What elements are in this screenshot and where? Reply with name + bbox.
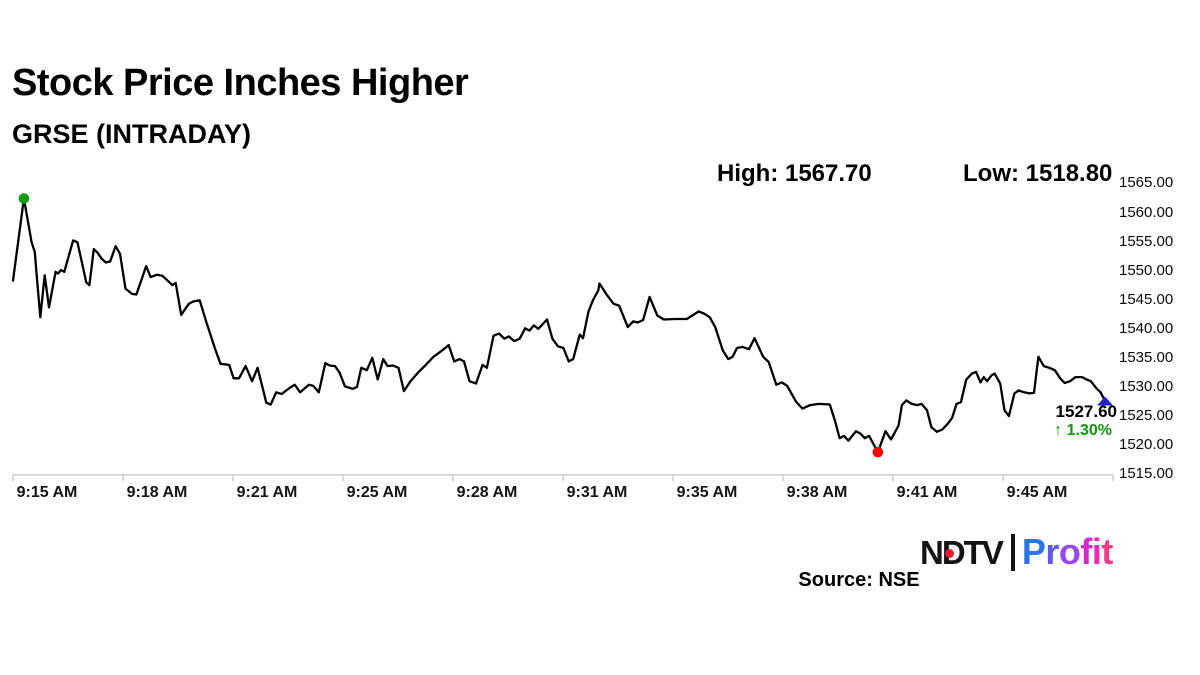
- y-axis-label: 1550.00: [1119, 261, 1174, 279]
- high-marker-icon: [18, 193, 30, 204]
- x-axis-label: 9:25 AM: [346, 484, 408, 501]
- y-axis-label: 1555.00: [1119, 232, 1174, 250]
- page-title: Stock Price Inches Higher: [12, 62, 469, 104]
- y-axis-label: 1515.00: [1119, 465, 1174, 483]
- profit-logo-letter: f: [1080, 531, 1092, 572]
- source-credit: Source: NSE: [798, 569, 920, 591]
- profit-logo-letter: i: [1091, 531, 1102, 572]
- last-price-value: 1527.60: [1055, 402, 1117, 421]
- low-stat: Low: 1518.80: [963, 160, 1113, 187]
- y-axis-label: 1520.00: [1119, 436, 1174, 454]
- price-change-percent: ↑ 1.30%: [1012, 422, 1117, 440]
- x-axis-label: 9:28 AM: [456, 484, 518, 501]
- profit-logo-letter: o: [1058, 531, 1081, 572]
- price-line: [11, 197, 1107, 454]
- x-axis-label: 9:15 AM: [16, 484, 78, 501]
- x-axis-label: 9:31 AM: [566, 484, 628, 501]
- x-axis-label: 9:18 AM: [126, 484, 188, 501]
- y-axis-label: 1530.00: [1119, 378, 1174, 395]
- profit-logo-letter: P: [1021, 531, 1046, 572]
- ndtv-logo-text: NDTV: [920, 533, 1004, 571]
- x-axis-label: 9:38 AM: [786, 484, 848, 501]
- y-axis-label: 1560.00: [1119, 203, 1174, 221]
- x-axis-label: 9:21 AM: [236, 484, 298, 501]
- logo-separator: [1010, 533, 1015, 571]
- price-change-value: 1.30%: [1066, 421, 1112, 439]
- x-axis-label: 9:45 AM: [1006, 484, 1068, 501]
- profit-logo-text: Profit: [1021, 531, 1114, 572]
- ndtv-logo-red-dot-icon: [945, 548, 954, 558]
- low-marker-icon: [872, 446, 884, 458]
- profit-logo-letter: t: [1101, 531, 1113, 572]
- y-axis-label: 1540.00: [1119, 319, 1174, 337]
- x-axis-label: 9:35 AM: [676, 484, 738, 501]
- y-axis-label: 1565.00: [1119, 174, 1174, 192]
- ndtv-profit-logo: NDTV Profit: [920, 530, 1113, 574]
- y-axis-label: 1545.00: [1119, 290, 1174, 308]
- last-marker-icon: [1097, 396, 1113, 406]
- x-axis-label: 9:41 AM: [896, 484, 958, 501]
- y-axis-label: 1535.00: [1119, 348, 1174, 366]
- chart-subtitle: GRSE (INTRADAY): [12, 119, 252, 149]
- profit-logo-letter: r: [1045, 531, 1059, 572]
- up-arrow-icon: ↑: [1054, 421, 1063, 439]
- high-stat: High: 1567.70: [717, 160, 872, 187]
- last-price-annotation: 1527.60 ↑ 1.30%: [1012, 402, 1117, 440]
- y-axis-label: 1525.00: [1119, 407, 1174, 425]
